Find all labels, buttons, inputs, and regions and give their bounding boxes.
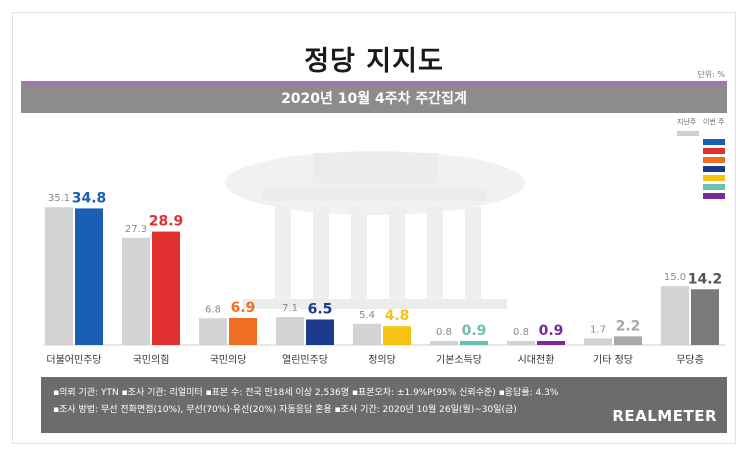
bar-prev-1 (122, 237, 150, 345)
legend-now-swatch-5 (703, 184, 725, 190)
footer-line-1: ▪의뢰 기관: YTN ▪조사 기관: 리얼미터 ▪표본 수: 전국 만18세 … (53, 388, 559, 398)
legend-now-swatch-3 (703, 166, 725, 172)
footer-line-2: ▪조사 방법: 무선 전화면접(10%), 무선(70%)·유선(20%) 자동… (53, 405, 517, 415)
legend-now-swatch-1 (703, 148, 725, 154)
page-title: 정당 지지도 (304, 46, 444, 77)
legend-prev-label: 지난주 (677, 118, 697, 126)
value-label-prev-3: 7.1 (282, 303, 298, 314)
legend-now-label: 이번 주 (703, 118, 725, 126)
value-label-now-1: 28.9 (149, 214, 184, 230)
legend-now-swatch-4 (703, 175, 725, 181)
value-label-prev-8: 15.0 (664, 272, 686, 283)
bar-prev-2 (199, 318, 227, 345)
bar-now-0 (75, 208, 103, 345)
bar-prev-7 (584, 338, 612, 345)
unit-label: 단위: % (697, 70, 725, 79)
value-label-now-5: 0.9 (462, 323, 487, 339)
value-label-prev-1: 27.3 (125, 224, 147, 235)
bar-prev-0 (45, 207, 73, 345)
category-label-3: 열린민주당 (282, 354, 328, 366)
value-label-now-0: 34.8 (72, 190, 107, 206)
party-support-bar-chart: 35.1 34.8 더불어민주당 27.3 28.9 국민의힘 6.8 6.9 국민의당 7.1 6… (43, 151, 725, 366)
bar-now-1 (152, 231, 180, 345)
bar-now-4 (383, 326, 411, 345)
category-label-6: 시대전환 (518, 354, 555, 366)
bar-prev-4 (353, 323, 381, 345)
category-label-1: 국민의힘 (133, 354, 170, 366)
value-label-now-6: 0.9 (539, 323, 564, 339)
value-label-prev-0: 35.1 (48, 193, 70, 204)
bar-now-3 (306, 319, 334, 345)
value-label-now-4: 4.8 (385, 308, 410, 324)
bar-prev-3 (276, 317, 304, 345)
legend-now-swatch-0 (703, 139, 725, 145)
value-label-now-2: 6.9 (231, 300, 256, 316)
category-label-7: 기타 정당 (593, 354, 633, 366)
legend-now-swatch-2 (703, 157, 725, 163)
value-label-now-7: 2.2 (616, 318, 641, 334)
bar-prev-8 (661, 286, 689, 345)
category-label-4: 정의당 (368, 354, 396, 366)
value-label-prev-2: 6.8 (205, 304, 221, 315)
subtitle-bar: 2020년 10월 4주차 주간집계 (21, 86, 727, 113)
value-label-prev-5: 0.8 (436, 327, 452, 338)
bar-prev-6 (507, 341, 535, 345)
bar-now-2 (229, 317, 257, 345)
realmeter-logo: REALMETER (612, 407, 717, 425)
bar-now-6 (537, 341, 565, 345)
survey-info-footer: ▪의뢰 기관: YTN ▪조사 기관: 리얼미터 ▪표본 수: 전국 만18세 … (41, 377, 727, 433)
value-label-now-8: 14.2 (688, 271, 723, 287)
background-building-watermark (225, 151, 525, 309)
bar-now-5 (460, 341, 488, 345)
legend-prev-swatch (677, 131, 699, 136)
category-label-0: 더불어민주당 (46, 354, 101, 366)
category-label-5: 기본소득당 (436, 354, 482, 366)
value-label-prev-6: 0.8 (513, 327, 529, 338)
value-label-prev-4: 5.4 (359, 310, 375, 321)
value-label-prev-7: 1.7 (590, 324, 606, 335)
legend-now-swatch-6 (703, 193, 725, 199)
bar-now-8 (691, 289, 719, 345)
title-divider (21, 81, 727, 86)
category-label-2: 국민의당 (210, 354, 247, 366)
category-label-8: 무당층 (676, 354, 704, 366)
value-label-now-3: 6.5 (308, 301, 333, 317)
bar-prev-5 (430, 341, 458, 345)
chart-frame: 정당 지지도 단위: % 2020년 10월 4주차 주간집계 지난주 이번 주… (12, 12, 736, 444)
bar-now-7 (614, 336, 642, 345)
